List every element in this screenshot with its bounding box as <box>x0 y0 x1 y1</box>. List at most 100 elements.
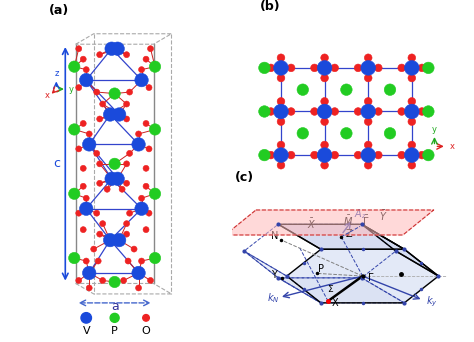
Circle shape <box>317 61 332 75</box>
Circle shape <box>82 138 96 151</box>
Circle shape <box>398 151 406 159</box>
Circle shape <box>103 108 117 121</box>
Circle shape <box>100 101 106 107</box>
Polygon shape <box>287 249 438 303</box>
Circle shape <box>86 285 92 291</box>
Circle shape <box>147 277 154 284</box>
Circle shape <box>408 54 416 62</box>
Circle shape <box>132 266 146 280</box>
Circle shape <box>109 276 120 288</box>
Circle shape <box>124 180 129 186</box>
Circle shape <box>321 54 328 62</box>
Text: X: X <box>331 298 338 307</box>
Circle shape <box>408 161 416 169</box>
Circle shape <box>408 74 416 82</box>
Circle shape <box>317 104 332 119</box>
Circle shape <box>273 61 288 75</box>
Circle shape <box>408 97 416 105</box>
Text: $\bar{\Gamma}$: $\bar{\Gamma}$ <box>362 214 370 228</box>
Circle shape <box>287 108 295 115</box>
Circle shape <box>91 246 97 252</box>
Circle shape <box>146 146 152 152</box>
Circle shape <box>127 89 133 95</box>
Circle shape <box>138 258 145 264</box>
Circle shape <box>310 64 319 72</box>
Circle shape <box>267 151 275 159</box>
Circle shape <box>95 258 101 264</box>
Text: $k_N$: $k_N$ <box>267 291 280 305</box>
Circle shape <box>354 151 362 159</box>
Circle shape <box>365 54 372 62</box>
Circle shape <box>146 84 152 91</box>
Circle shape <box>69 252 80 264</box>
Circle shape <box>277 74 285 82</box>
Circle shape <box>83 195 89 201</box>
Text: Z: Z <box>346 229 353 239</box>
Text: z: z <box>54 69 58 78</box>
Circle shape <box>131 246 137 252</box>
Circle shape <box>97 161 103 167</box>
Circle shape <box>374 64 382 72</box>
Circle shape <box>125 258 131 264</box>
Circle shape <box>404 104 419 119</box>
Circle shape <box>259 149 270 161</box>
Circle shape <box>80 227 86 233</box>
Circle shape <box>361 148 375 162</box>
Polygon shape <box>225 210 434 235</box>
Polygon shape <box>278 224 404 249</box>
Circle shape <box>110 313 119 323</box>
Circle shape <box>82 266 96 280</box>
Circle shape <box>423 106 434 117</box>
Circle shape <box>404 61 419 75</box>
Circle shape <box>120 277 127 284</box>
Circle shape <box>105 172 118 185</box>
Circle shape <box>408 141 416 149</box>
Circle shape <box>321 141 328 149</box>
Circle shape <box>297 84 309 95</box>
Text: (a): (a) <box>49 4 69 17</box>
Circle shape <box>143 120 149 127</box>
Circle shape <box>111 172 124 185</box>
Text: x: x <box>449 142 454 151</box>
Circle shape <box>124 101 129 107</box>
Circle shape <box>94 150 100 156</box>
Circle shape <box>310 151 319 159</box>
Text: (c): (c) <box>235 171 254 184</box>
Circle shape <box>100 277 106 284</box>
Circle shape <box>384 84 396 95</box>
Circle shape <box>273 148 288 162</box>
Circle shape <box>365 97 372 105</box>
Circle shape <box>341 84 352 95</box>
Text: Y: Y <box>271 270 277 280</box>
Circle shape <box>267 108 275 115</box>
Circle shape <box>83 67 89 73</box>
Circle shape <box>273 104 288 119</box>
Circle shape <box>149 124 161 135</box>
Circle shape <box>365 118 372 126</box>
Circle shape <box>109 158 120 170</box>
Circle shape <box>80 120 86 127</box>
Circle shape <box>69 188 80 199</box>
Text: c: c <box>53 157 60 170</box>
Text: P: P <box>111 326 118 336</box>
Circle shape <box>423 62 434 74</box>
Circle shape <box>317 148 332 162</box>
Circle shape <box>124 116 129 122</box>
Text: V: V <box>82 326 90 336</box>
Circle shape <box>76 210 82 216</box>
Text: (b): (b) <box>260 0 281 13</box>
Circle shape <box>365 74 372 82</box>
Circle shape <box>321 97 328 105</box>
Polygon shape <box>278 278 404 303</box>
Circle shape <box>331 151 338 159</box>
Text: $\bar{X}$: $\bar{X}$ <box>307 217 316 231</box>
Circle shape <box>80 56 86 62</box>
Circle shape <box>331 108 338 115</box>
Circle shape <box>124 221 129 227</box>
Circle shape <box>136 285 142 291</box>
Circle shape <box>119 186 125 192</box>
Circle shape <box>132 138 146 151</box>
Circle shape <box>143 227 149 233</box>
Circle shape <box>418 108 426 115</box>
Circle shape <box>76 146 82 152</box>
